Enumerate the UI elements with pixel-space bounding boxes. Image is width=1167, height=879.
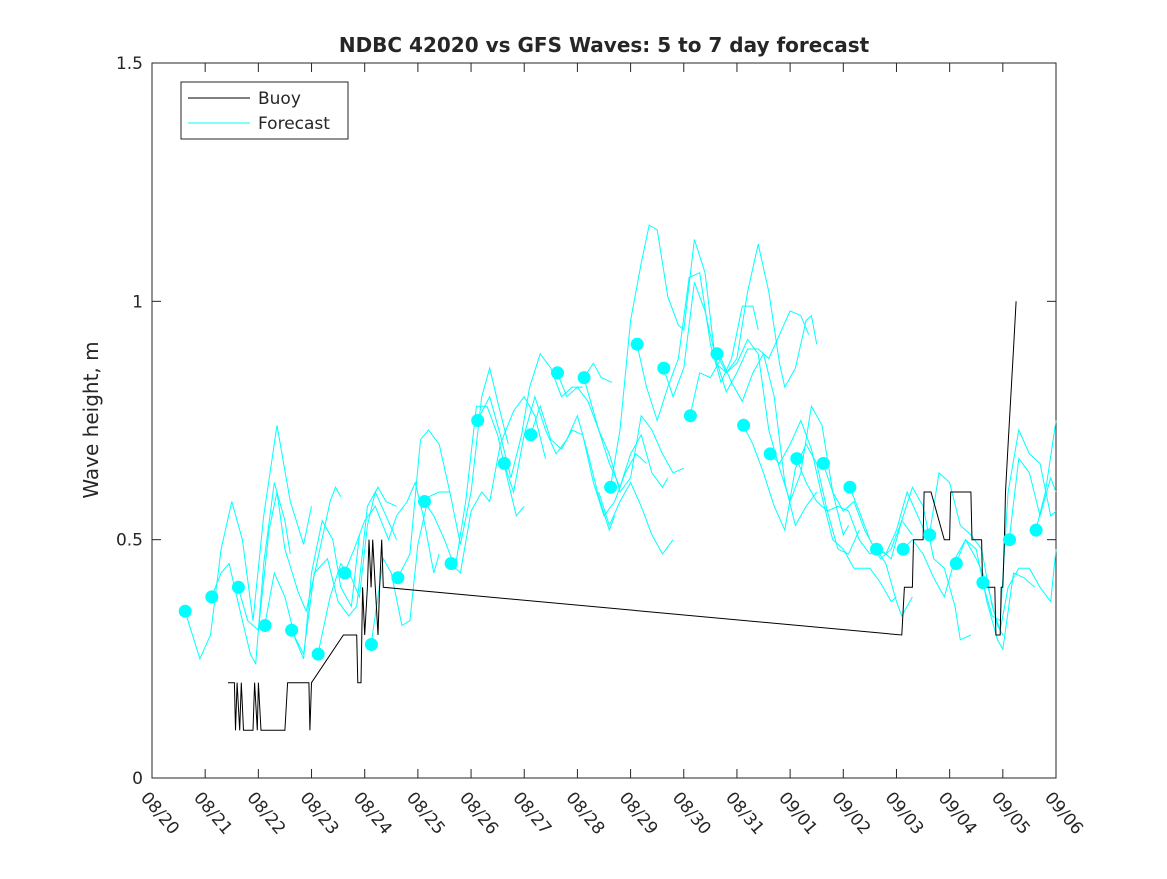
forecast-trace-22 (716, 338, 850, 537)
forecast-trace-13 (530, 404, 647, 517)
forecast-start-marker (577, 371, 591, 385)
forecast-start-marker (551, 366, 564, 380)
forecast-start-marker (843, 480, 857, 494)
forecast-trace-21 (689, 352, 818, 527)
forecast-start-marker (497, 456, 511, 470)
y-tick-label: 1 (132, 292, 143, 312)
forecast-trace-20 (663, 282, 810, 399)
forecast-start-marker (870, 542, 883, 556)
forecast-start-marker (683, 409, 697, 423)
forecast-start-marker (524, 428, 538, 442)
forecast-start-marker (630, 337, 644, 351)
forecast-trace-2 (237, 486, 342, 632)
y-axis-label: Wave height, m (79, 341, 103, 498)
forecast-start-marker (391, 571, 405, 585)
forecast-start-marker (338, 566, 352, 580)
forecast-trace-15 (583, 362, 613, 383)
forecast-start-marker (231, 580, 245, 594)
forecast-start-marker (737, 418, 751, 432)
legend: Buoy Forecast (180, 81, 349, 140)
y-tick-label: 0.5 (116, 531, 143, 551)
forecast-trace-28 (875, 548, 913, 618)
forecast-trace-5 (317, 490, 398, 655)
forecast-start-markers (178, 337, 1043, 661)
forecast-trace-14 (556, 372, 669, 489)
forecast-start-marker (444, 557, 458, 570)
forecast-start-marker (258, 619, 272, 632)
forecast-start-marker (311, 647, 325, 661)
forecast-trace-16 (598, 481, 674, 555)
plot-area (151, 62, 1057, 779)
forecast-trace-25 (796, 458, 913, 560)
forecast-start-marker (205, 590, 219, 604)
forecast-trace-34 (1035, 420, 1057, 531)
forecast-start-marker (364, 638, 378, 651)
forecast-trace-7 (370, 491, 450, 645)
buoy-series (228, 301, 1017, 731)
forecast-trace-17 (583, 377, 685, 494)
forecast-series (184, 224, 1057, 666)
forecast-start-marker (418, 495, 431, 508)
forecast-start-marker (657, 361, 671, 375)
forecast-trace-10 (450, 395, 546, 575)
forecast-start-marker (790, 452, 804, 466)
forecast-start-marker (604, 480, 618, 494)
forecast-start-marker (816, 456, 830, 470)
buoy-line (228, 301, 1017, 731)
forecast-trace-31 (955, 538, 1036, 651)
forecast-start-marker (1029, 523, 1043, 537)
forecast-trace-9 (423, 405, 525, 571)
forecast-trace-33 (1008, 457, 1057, 540)
y-tick-label: 0 (132, 769, 143, 789)
legend-forecast-label: Forecast (258, 114, 330, 134)
forecast-trace-3 (264, 519, 360, 659)
forecast-trace-12 (503, 394, 616, 532)
forecast-start-marker (178, 604, 192, 618)
forecast-trace-0 (184, 425, 312, 661)
legend-box (180, 81, 349, 140)
forecast-start-marker (923, 528, 937, 542)
forecast-start-marker (1003, 533, 1016, 547)
chart-title: NDBC 42020 vs GFS Waves: 5 to 7 day fore… (339, 33, 870, 57)
forecast-start-marker (763, 447, 777, 461)
forecast-trace-19 (636, 271, 759, 423)
legend-buoy-label: Buoy (258, 89, 301, 109)
forecast-trace-6 (344, 480, 440, 574)
forecast-start-marker (471, 414, 485, 427)
forecast-trace-27 (849, 485, 972, 641)
forecast-start-marker (949, 557, 963, 570)
forecast-trace-8 (397, 366, 509, 579)
forecast-trace-32 (982, 428, 1057, 622)
forecast-trace-4 (290, 486, 397, 656)
forecast-start-marker (896, 542, 910, 556)
forecast-start-marker (976, 576, 990, 590)
forecast-start-marker (710, 347, 724, 361)
forecast-trace-24 (769, 419, 897, 603)
y-tick-label: 1.5 (116, 54, 143, 74)
forecast-start-marker (285, 623, 299, 637)
forecast-trace-1 (211, 482, 291, 666)
